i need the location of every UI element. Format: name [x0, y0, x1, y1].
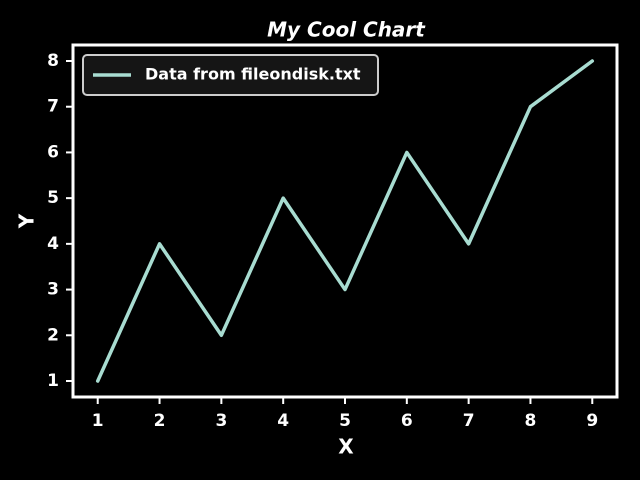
x-tick-label: 1 — [92, 411, 104, 431]
y-tick-label: 4 — [47, 234, 59, 254]
x-tick-label: 5 — [339, 411, 351, 431]
y-tick-label: 1 — [47, 371, 59, 391]
y-tick-label: 8 — [47, 51, 59, 71]
x-tick-label: 2 — [154, 411, 166, 431]
y-tick-label: 5 — [47, 188, 59, 208]
data-line — [95, 59, 595, 383]
y-axis-label: Y — [15, 213, 39, 229]
legend-box — [82, 54, 379, 96]
x-tick-label: 3 — [215, 411, 227, 431]
legend-label: Data from fileondisk.txt — [145, 65, 361, 84]
x-tick-label: 7 — [463, 411, 475, 431]
x-tick-label: 6 — [401, 411, 413, 431]
y-tick-label: 2 — [47, 325, 59, 345]
chart-title: My Cool Chart — [267, 18, 426, 42]
x-tick-label: 8 — [525, 411, 537, 431]
x-tick-label: 9 — [586, 411, 598, 431]
x-axis-label: X — [338, 435, 354, 459]
legend: Data from fileondisk.txt — [82, 54, 379, 96]
y-tick-label: 7 — [47, 97, 59, 117]
x-tick-label: 4 — [277, 411, 289, 431]
plot-frame — [71, 43, 619, 399]
y-tick-label: 6 — [47, 142, 59, 162]
y-tick-label: 3 — [47, 280, 59, 300]
